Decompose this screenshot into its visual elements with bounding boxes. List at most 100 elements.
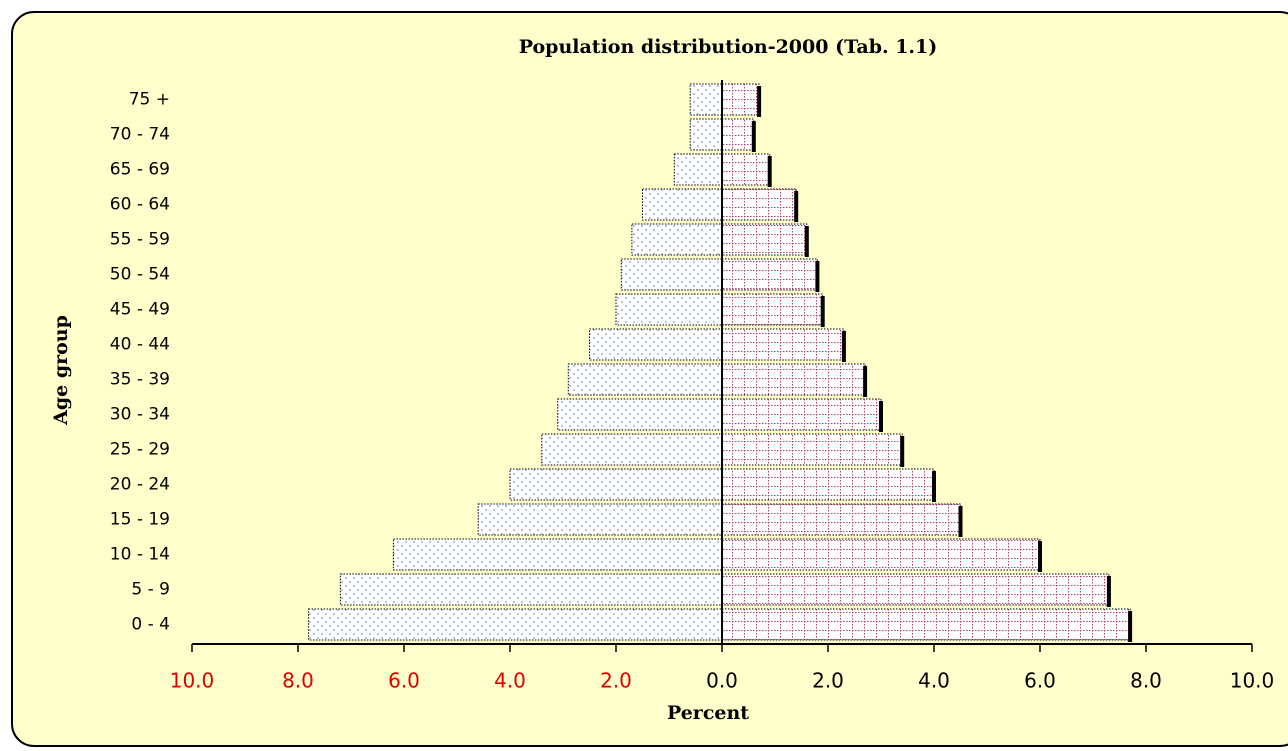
bar [721,293,825,327]
bar-shadow [863,366,868,397]
y-axis-title: Age group [50,315,72,426]
bar [721,188,799,222]
bar-shadow [1038,541,1042,572]
bar-shadow [879,401,883,432]
x-tick-label: 2.0 [600,669,632,693]
bar-fill [642,188,723,221]
bar [642,188,723,221]
bar [721,118,756,152]
bar [721,328,846,362]
bar [392,538,723,571]
x-tick-label: 4.0 [918,669,950,693]
bar-fill [615,293,723,326]
x-axis-title: Percent [667,702,749,724]
bar-shadow [932,471,936,502]
bar [615,293,723,326]
bar [689,83,723,116]
bar-fill [620,258,723,291]
bar [620,258,723,291]
bar-fill [339,573,723,606]
bar [589,328,723,361]
x-tick-label: 10.0 [1230,669,1275,693]
bar-fill [721,118,755,151]
bar-shadow [751,121,756,152]
bar-shadow [1128,611,1133,642]
bar [721,608,1133,642]
y-tick-label: 35 - 39 [110,370,170,390]
y-tick-label: 20 - 24 [110,475,170,495]
bar [509,468,723,501]
bar-fill [631,223,723,256]
bar-shadow [815,261,820,292]
x-tick-label: 2.0 [812,669,844,693]
bar-shadow [767,156,772,187]
bar [721,398,883,432]
bar-fill [721,433,903,466]
bar [721,83,762,117]
bar-fill [509,468,723,501]
bar [721,223,809,257]
bar [721,258,820,292]
y-tick-label: 55 - 59 [110,230,170,250]
bar-fill [567,363,723,396]
bar [308,608,723,641]
chart-title: Population distribution-2000 (Tab. 1.1) [519,36,938,58]
bar [567,363,723,396]
bar [541,433,723,466]
bar [721,433,905,467]
bar-fill [721,153,771,186]
bar-fill [721,188,797,221]
x-tick-label: 6.0 [388,669,420,693]
y-tick-label: 0 - 4 [131,615,170,635]
bar-fill [721,293,824,326]
bar [557,398,723,431]
bar [721,503,963,537]
bar-shadow [1106,576,1111,607]
bar [721,363,868,397]
y-tick-label: 5 - 9 [131,580,170,600]
bar-fill [689,83,723,116]
y-tick-label: 25 - 29 [110,440,170,460]
bar-fill [721,223,808,256]
bar-fill [673,153,723,186]
x-tick-label: 10.0 [170,669,215,693]
bar [631,223,723,256]
x-tick-label: 8.0 [1130,669,1162,693]
bar [721,468,936,502]
bar-fill [689,118,723,151]
bar [721,573,1111,607]
bar-fill [721,538,1041,571]
y-tick-label: 15 - 19 [110,510,170,530]
bar-shadow [804,226,809,257]
bar-fill [721,83,760,116]
y-tick-label: 10 - 14 [110,545,170,565]
bar-fill [721,608,1131,641]
bar-fill [721,573,1110,606]
bar [689,118,723,151]
y-tick-label: 60 - 64 [110,195,170,215]
bar-shadow [841,331,846,362]
bar-fill [477,503,723,536]
bar-fill [541,433,723,466]
bar-fill [721,328,845,361]
y-tick-label: 50 - 54 [110,265,170,285]
bar-shadow [900,436,905,467]
bar [721,538,1042,572]
y-tick-label: 75 + [129,90,170,110]
y-tick-label: 45 - 49 [110,300,170,320]
bar-shadow [794,191,799,222]
x-tick-label: 0.0 [706,669,738,693]
bar [477,503,723,536]
bar-fill [308,608,723,641]
y-tick-label: 30 - 34 [110,405,170,425]
y-tick-label: 65 - 69 [110,160,170,180]
bar-fill [721,363,866,396]
bar-fill [721,398,882,431]
bar-fill [392,538,723,571]
y-tick-label: 70 - 74 [110,125,170,145]
bar-shadow [820,296,825,327]
bar-fill [589,328,723,361]
bar-shadow [958,506,963,537]
